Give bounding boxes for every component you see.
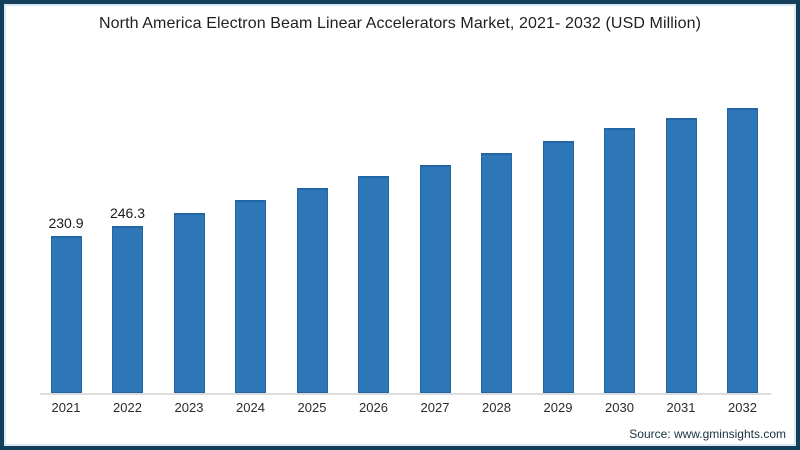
x-axis-tick-label: 2029: [543, 400, 573, 415]
bar-2026: [358, 176, 389, 393]
bar-2027: [419, 165, 451, 393]
chart-title: North America Electron Beam Linear Accel…: [98, 15, 702, 32]
x-axis-tick-label: 2028: [482, 400, 511, 415]
bar-2022: [112, 226, 143, 393]
bar-2031: [665, 118, 697, 393]
bar-2030: [604, 128, 635, 393]
x-axis-line: [40, 393, 771, 395]
bar-2023: [173, 213, 205, 393]
x-axis-tick-label: 2026: [359, 400, 388, 415]
bar-2029: [542, 141, 574, 393]
bar-2024: [235, 200, 266, 393]
bar-2028: [481, 153, 512, 393]
x-axis-tick-label: 2030: [605, 400, 634, 415]
bar-2025: [296, 188, 328, 393]
bar-2021: [50, 236, 82, 393]
x-axis-tick-label: 2025: [297, 400, 327, 415]
x-axis-tick-label: 2024: [236, 400, 265, 415]
x-axis-tick-label: 2031: [666, 400, 696, 415]
bar-value-label: 246.3: [109, 205, 146, 221]
source-attribution: Source: www.gminsights.com: [629, 427, 786, 441]
bar-2032: [727, 108, 758, 393]
x-axis-tick-label: 2027: [420, 400, 450, 415]
bar-value-label: 230.9: [48, 215, 84, 231]
x-axis-tick-label: 2032: [728, 400, 757, 415]
x-axis-tick-label: 2021: [51, 400, 81, 415]
x-axis-tick-label: 2022: [113, 400, 142, 415]
x-axis-tick-label: 2023: [174, 400, 204, 415]
